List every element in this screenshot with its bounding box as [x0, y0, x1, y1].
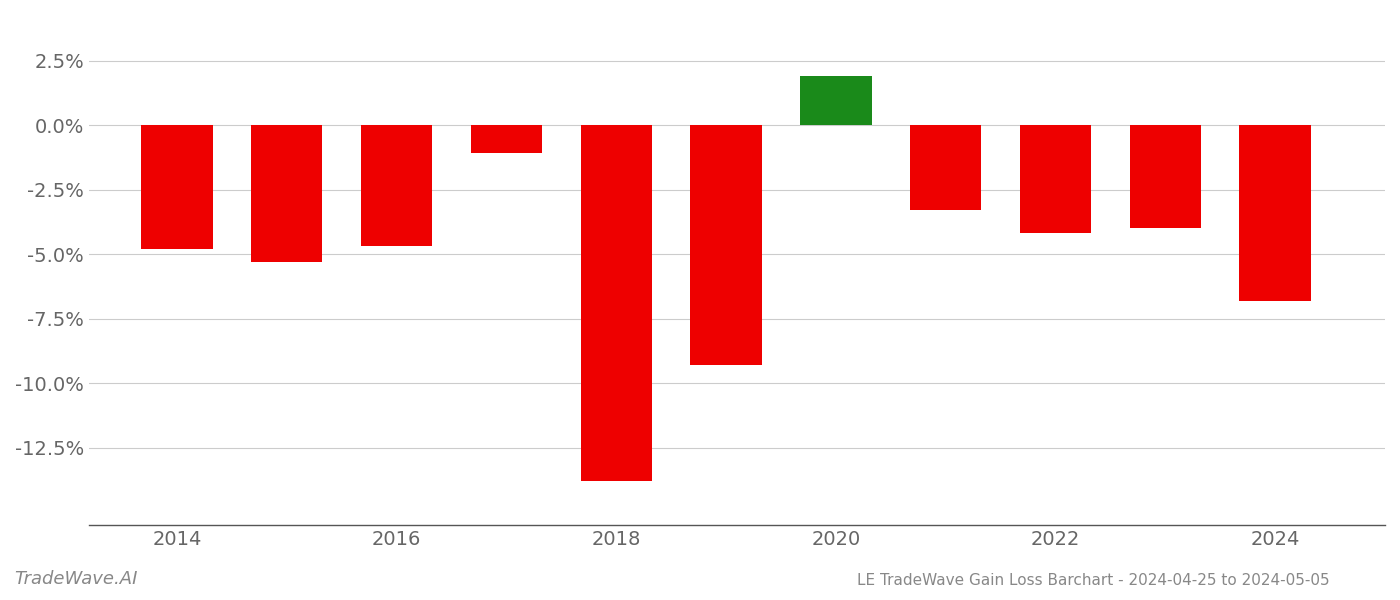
Bar [1239, 125, 1310, 301]
Bar [470, 125, 542, 154]
Text: LE TradeWave Gain Loss Barchart - 2024-04-25 to 2024-05-05: LE TradeWave Gain Loss Barchart - 2024-0… [857, 573, 1330, 588]
Bar [910, 125, 981, 210]
Text: TradeWave.AI: TradeWave.AI [14, 570, 137, 588]
Bar [141, 125, 213, 249]
Bar [361, 125, 433, 247]
Bar [1130, 125, 1201, 229]
Bar [1019, 125, 1091, 233]
Bar [581, 125, 652, 481]
Bar [801, 76, 872, 125]
Bar [251, 125, 322, 262]
Bar [690, 125, 762, 365]
